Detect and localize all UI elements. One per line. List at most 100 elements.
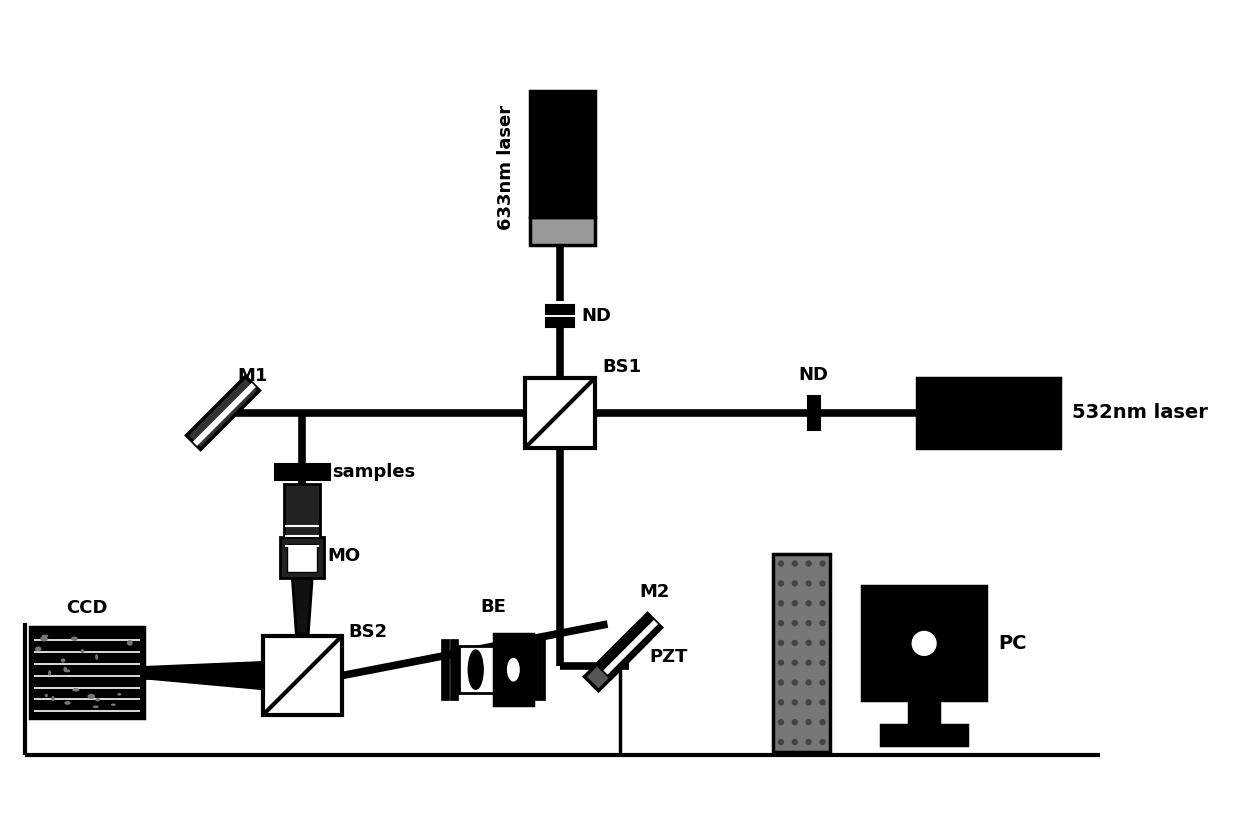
Ellipse shape — [64, 669, 71, 672]
Bar — [445, 639, 449, 700]
Bar — [459, 646, 494, 694]
Circle shape — [779, 640, 784, 645]
Bar — [537, 639, 541, 700]
Bar — [454, 639, 459, 700]
Circle shape — [806, 581, 811, 586]
Ellipse shape — [469, 650, 484, 690]
Bar — [274, 471, 330, 481]
Polygon shape — [186, 377, 259, 449]
Ellipse shape — [61, 658, 66, 663]
Polygon shape — [144, 662, 263, 690]
Ellipse shape — [48, 670, 51, 676]
Ellipse shape — [93, 705, 99, 708]
Ellipse shape — [72, 688, 79, 691]
Bar — [916, 379, 1060, 448]
Circle shape — [779, 740, 784, 745]
Circle shape — [820, 700, 825, 704]
Polygon shape — [604, 620, 658, 675]
Circle shape — [820, 680, 825, 685]
Circle shape — [806, 680, 811, 685]
Bar — [274, 463, 330, 468]
Circle shape — [779, 660, 784, 665]
Ellipse shape — [71, 636, 78, 641]
Circle shape — [779, 621, 784, 625]
Text: 532nm laser: 532nm laser — [1073, 403, 1208, 422]
Circle shape — [820, 660, 825, 665]
Text: M1: M1 — [238, 367, 268, 385]
Text: MO: MO — [327, 546, 360, 565]
Circle shape — [792, 680, 797, 685]
Ellipse shape — [35, 646, 41, 651]
Bar — [531, 216, 595, 244]
Circle shape — [779, 581, 784, 586]
Bar — [862, 587, 986, 700]
Circle shape — [820, 621, 825, 625]
Polygon shape — [584, 626, 649, 690]
Polygon shape — [293, 579, 312, 634]
Ellipse shape — [45, 694, 48, 697]
Circle shape — [806, 601, 811, 606]
Circle shape — [806, 621, 811, 625]
Ellipse shape — [42, 635, 48, 637]
Bar — [441, 639, 445, 700]
Text: BS2: BS2 — [348, 623, 388, 641]
Text: ND: ND — [799, 366, 828, 384]
Circle shape — [913, 631, 936, 655]
Circle shape — [779, 700, 784, 704]
Circle shape — [792, 601, 797, 606]
Ellipse shape — [110, 704, 115, 706]
Circle shape — [792, 740, 797, 745]
Circle shape — [792, 640, 797, 645]
Circle shape — [820, 640, 825, 645]
Circle shape — [792, 621, 797, 625]
Bar — [546, 305, 574, 314]
Circle shape — [792, 581, 797, 586]
Circle shape — [806, 700, 811, 704]
Text: samples: samples — [332, 463, 415, 481]
Circle shape — [820, 581, 825, 586]
Ellipse shape — [507, 658, 520, 681]
Ellipse shape — [63, 667, 67, 672]
Circle shape — [792, 660, 797, 665]
Circle shape — [792, 700, 797, 704]
Ellipse shape — [40, 636, 48, 641]
Circle shape — [820, 601, 825, 606]
Ellipse shape — [87, 694, 95, 699]
Circle shape — [820, 740, 825, 745]
Bar — [773, 554, 831, 752]
Bar — [880, 725, 967, 745]
Circle shape — [779, 601, 784, 606]
Bar — [263, 636, 342, 715]
Ellipse shape — [95, 654, 98, 660]
Text: BE: BE — [480, 598, 506, 616]
Text: CCD: CCD — [66, 599, 108, 617]
Bar — [546, 318, 574, 327]
Polygon shape — [598, 614, 662, 678]
Ellipse shape — [64, 701, 71, 704]
Bar — [450, 639, 454, 700]
Circle shape — [820, 719, 825, 725]
Circle shape — [806, 719, 811, 725]
Circle shape — [820, 561, 825, 566]
Circle shape — [792, 719, 797, 725]
Bar — [815, 396, 820, 430]
Ellipse shape — [95, 698, 100, 701]
Circle shape — [779, 719, 784, 725]
Circle shape — [792, 561, 797, 566]
Text: M2: M2 — [639, 584, 670, 602]
Text: ND: ND — [582, 307, 611, 325]
Text: 633nm laser: 633nm laser — [497, 105, 516, 230]
Bar — [526, 379, 595, 448]
Bar — [807, 396, 812, 430]
Bar — [30, 627, 144, 718]
Bar — [288, 544, 317, 571]
Text: BS1: BS1 — [603, 358, 641, 376]
Circle shape — [806, 640, 811, 645]
Bar — [531, 91, 595, 216]
Circle shape — [779, 561, 784, 566]
Text: PZT: PZT — [649, 648, 687, 666]
Bar — [909, 699, 939, 728]
Bar — [494, 634, 533, 705]
Polygon shape — [193, 383, 255, 446]
Text: PC: PC — [998, 634, 1027, 653]
